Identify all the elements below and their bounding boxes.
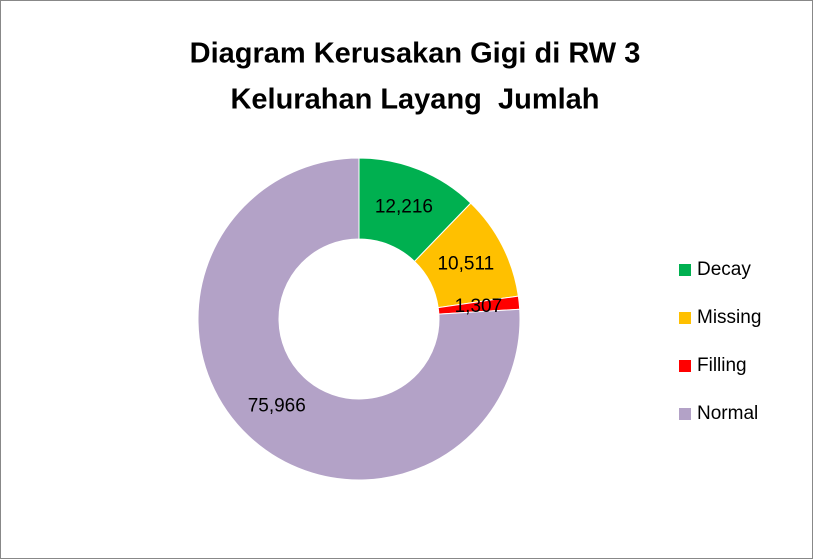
chart-title: Diagram Kerusakan Gigi di RW 3 [190, 38, 641, 70]
donut-slice [197, 157, 521, 481]
legend-label: Normal [697, 403, 758, 424]
data-label: 1,307 [455, 296, 503, 317]
legend-swatch [679, 408, 691, 420]
legend-swatch [679, 312, 691, 324]
legend-label: Decay [697, 259, 751, 280]
chart-title: Kelurahan Layang Jumlah [230, 84, 599, 116]
legend-swatch [679, 360, 691, 372]
legend-swatch [679, 264, 691, 276]
legend-label: Filling [697, 355, 747, 376]
data-label: 10,511 [437, 253, 494, 274]
data-label: 75,966 [248, 395, 306, 416]
data-label: 12,216 [375, 197, 433, 218]
legend-label: Missing [697, 307, 761, 328]
